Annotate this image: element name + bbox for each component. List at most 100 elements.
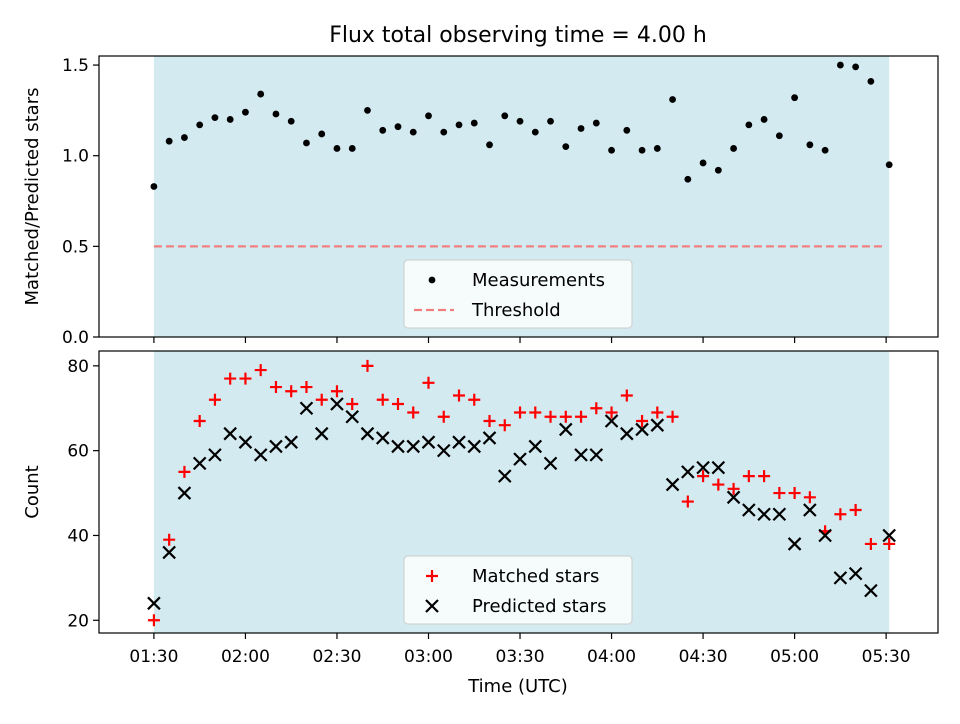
predicted-star-point bbox=[650, 418, 665, 432]
predicted-star-point bbox=[208, 448, 222, 462]
y-tick-label: 40 bbox=[67, 526, 89, 546]
matched-star-point bbox=[697, 470, 710, 483]
predicted-star-point bbox=[375, 431, 390, 445]
measurement-point bbox=[684, 175, 692, 183]
measurement-point bbox=[760, 116, 768, 123]
matched-star-point bbox=[193, 414, 206, 427]
predicted-star-point bbox=[360, 426, 375, 441]
predicted-star-point bbox=[299, 401, 314, 416]
matched-star-point bbox=[651, 406, 664, 419]
x-axis: 01:30 02:00 02:30 03:00 03:30 04:00 04:30 05:00… bbox=[129, 633, 911, 667]
matched-star-point bbox=[620, 389, 633, 402]
matched-star-point bbox=[575, 410, 588, 423]
top-x-tick-marks bbox=[153, 337, 887, 343]
matched-star-point bbox=[330, 385, 343, 398]
measurement-point bbox=[821, 146, 829, 154]
predicted-star-point bbox=[559, 422, 573, 437]
x-tick-label: 03:00 bbox=[404, 647, 453, 667]
matched-star-point bbox=[788, 487, 801, 500]
x-tick-label: 04:00 bbox=[587, 647, 636, 667]
measurement-point bbox=[714, 166, 722, 174]
predicted-star-point bbox=[314, 426, 329, 441]
x-tick-label: 03:30 bbox=[496, 647, 545, 667]
y-tick-label: 0.0 bbox=[62, 328, 89, 348]
predicted-star-point bbox=[757, 507, 771, 522]
matched-star-point bbox=[407, 406, 420, 419]
matched-star-point bbox=[483, 414, 496, 427]
matched-star-point bbox=[712, 478, 725, 491]
predicted-star-point bbox=[604, 414, 619, 428]
matched-star-point bbox=[269, 381, 282, 394]
y-tick-label: 0.5 bbox=[62, 237, 89, 257]
legend-label: Matched stars bbox=[472, 566, 599, 587]
matched-star-point bbox=[361, 359, 374, 372]
measurement-point bbox=[226, 116, 234, 123]
predicted-star-point bbox=[330, 397, 344, 411]
measurement-point bbox=[608, 146, 615, 154]
x-tick-label: 01:30 bbox=[129, 647, 178, 667]
chart-title: Flux total observing time = 4.00 h bbox=[329, 23, 707, 48]
predicted-star-point bbox=[681, 465, 695, 479]
predicted-star-point bbox=[818, 528, 832, 543]
matched-star-point bbox=[254, 364, 267, 377]
matched-star-point bbox=[178, 465, 191, 478]
measurement-point bbox=[318, 130, 326, 138]
predicted-star-point bbox=[192, 456, 207, 471]
predicted-star-point bbox=[482, 431, 497, 445]
predicted-star-point bbox=[665, 477, 680, 492]
matched-star-point bbox=[590, 402, 603, 415]
matched-star-point bbox=[453, 389, 466, 402]
matched-star-point bbox=[529, 406, 542, 419]
measurement-point bbox=[333, 145, 341, 152]
y-tick-label: 1.5 bbox=[62, 56, 89, 76]
measurement-point bbox=[669, 96, 676, 103]
x-tick-label: 04:30 bbox=[679, 647, 728, 667]
predicted-star-point bbox=[513, 452, 527, 466]
bottom-panel-frame bbox=[98, 350, 939, 634]
predicted-star-point bbox=[882, 528, 896, 543]
measurement-point bbox=[181, 134, 188, 141]
matched-star-point bbox=[376, 393, 389, 406]
measurement-point bbox=[730, 145, 737, 152]
predicted-star-point bbox=[589, 448, 604, 462]
top-y-axis: 0.0 0.5 1.0 1.5 bbox=[62, 56, 99, 348]
measurement-point bbox=[196, 121, 204, 129]
matched-star-point bbox=[163, 533, 176, 546]
top-y-axis-label: Matched/Predicted stars bbox=[22, 88, 43, 306]
measurement-point bbox=[287, 117, 295, 125]
matched-star-point bbox=[498, 419, 511, 432]
matched-star-point bbox=[468, 393, 481, 406]
predicted-star-point bbox=[269, 439, 283, 454]
measurement-point bbox=[531, 128, 539, 136]
predicted-star-point bbox=[543, 456, 558, 471]
matched-star-point bbox=[849, 504, 862, 517]
matched-star-point bbox=[834, 508, 847, 521]
matched-star-point bbox=[208, 393, 221, 406]
x-tick-label: 02:30 bbox=[312, 647, 361, 667]
measurement-point bbox=[272, 110, 280, 118]
legend-box bbox=[403, 259, 633, 329]
measurement-point bbox=[425, 112, 432, 120]
measurement-point bbox=[242, 108, 249, 116]
measurement-point bbox=[455, 121, 463, 129]
predicted-star-point bbox=[467, 439, 482, 454]
top-legend: Measurements Threshold bbox=[403, 259, 633, 329]
measurement-point bbox=[699, 159, 707, 167]
top-panel: 0.0 0.5 1.0 1.5 Matched/Predicted stars Mea… bbox=[22, 55, 939, 348]
predicted-star-point bbox=[406, 439, 421, 454]
x-axis-label: Time (UTC) bbox=[467, 676, 568, 697]
predicted-star-point bbox=[833, 571, 848, 585]
matched-star-point bbox=[147, 614, 160, 627]
predicted-star-point bbox=[147, 596, 161, 611]
predicted-star-point bbox=[772, 507, 787, 522]
predicted-star-point bbox=[635, 422, 649, 437]
measurement-point bbox=[440, 128, 448, 136]
predicted-star-point bbox=[421, 435, 436, 449]
measurement-point bbox=[623, 126, 631, 134]
predicted-star-point bbox=[620, 426, 634, 441]
predicted-star-point bbox=[497, 469, 512, 483]
measurement-point bbox=[409, 128, 417, 136]
x-tick-label: 05:30 bbox=[862, 647, 911, 667]
bottom-legend: Matched stars Predicted stars bbox=[403, 555, 633, 625]
